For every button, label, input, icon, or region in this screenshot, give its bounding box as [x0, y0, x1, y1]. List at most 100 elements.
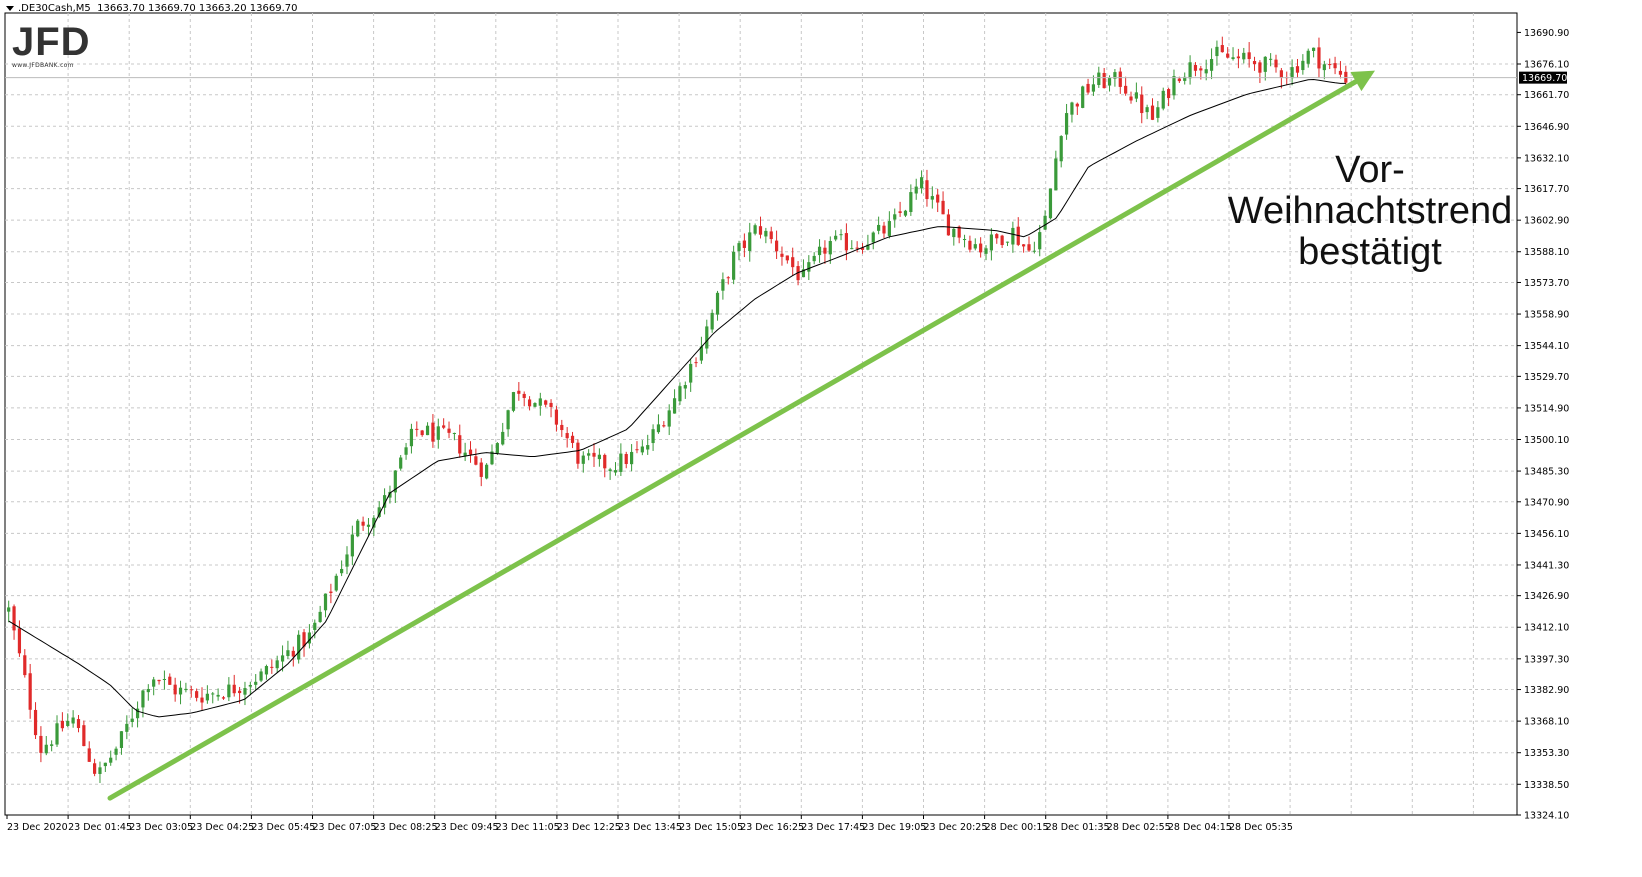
candle-body [372, 517, 376, 528]
candle-body [962, 239, 967, 241]
candle-body [554, 409, 559, 425]
chart-header[interactable]: .DE30Cash,M5 13663.70 13669.70 13663.20 … [6, 3, 298, 14]
candle-body [76, 719, 81, 729]
x-tick-label: 23 Dec 17:45 [801, 822, 865, 833]
candle-body [495, 443, 499, 453]
candle-body [699, 346, 704, 361]
candle-body [254, 681, 258, 685]
candle-body [280, 655, 285, 662]
dropdown-triangle-icon[interactable] [6, 5, 14, 11]
candle-body [409, 428, 414, 447]
candle-body [1167, 89, 1171, 99]
candle-body [973, 244, 977, 249]
candle-body [903, 210, 908, 216]
candle-body [130, 718, 134, 723]
candle-body [549, 402, 553, 407]
candle-body [329, 591, 333, 593]
candle-body [1269, 58, 1273, 60]
x-tick-label: 23 Dec 19:05 [862, 822, 926, 833]
symbol-label: .DE30Cash,M5 [18, 3, 91, 14]
current-price-badge [1519, 71, 1567, 84]
y-tick-label: 13500.10 [1524, 435, 1569, 446]
y-tick-label: 13441.30 [1524, 560, 1569, 571]
candle-body [1199, 68, 1203, 71]
candle-body [211, 693, 215, 695]
candle-body [66, 720, 70, 726]
candle-body [55, 723, 59, 745]
candle-body [425, 425, 430, 436]
candle-body [898, 211, 902, 213]
candle-body [1032, 250, 1036, 252]
candle-body [205, 693, 209, 701]
candle-body [447, 428, 451, 433]
candle-body [715, 292, 720, 315]
candle-body [28, 673, 32, 710]
candle-body [1317, 47, 1321, 69]
candle-body [1231, 57, 1235, 60]
candle-body [248, 684, 252, 687]
candle-body [23, 655, 27, 676]
candle-body [7, 607, 11, 612]
candle-body [189, 689, 193, 691]
y-tick-label: 13397.30 [1524, 654, 1569, 665]
candle-body [984, 248, 988, 254]
candle-body [705, 326, 709, 349]
candle-body [1124, 85, 1128, 94]
candle-body [635, 449, 639, 451]
candle-body [243, 688, 247, 695]
candle-body [866, 244, 870, 250]
candle-body [1091, 84, 1096, 92]
candle-body [479, 462, 483, 477]
candle-body [1102, 72, 1106, 89]
candle-body [232, 684, 236, 694]
candle-body [737, 243, 741, 252]
candle-body [812, 255, 816, 262]
y-tick-label: 13661.70 [1524, 90, 1569, 101]
candle-body [1236, 56, 1241, 59]
y-tick-label: 13338.50 [1524, 780, 1569, 791]
candle-body [887, 221, 891, 236]
candle-body [914, 186, 918, 194]
candle-body [1027, 244, 1031, 251]
candle-body [1161, 90, 1165, 109]
candle-body [871, 232, 875, 243]
candle-body [50, 744, 54, 746]
candle-body [1059, 136, 1063, 162]
y-tick-label: 13324.10 [1524, 811, 1569, 822]
candle-body [1107, 78, 1112, 86]
candle-body [721, 279, 725, 291]
candle-body [603, 454, 607, 469]
y-tick-label: 13646.90 [1524, 122, 1569, 133]
candle-body [592, 452, 596, 457]
candle-body [135, 708, 140, 719]
candle-body [597, 454, 601, 460]
candle-body [1322, 64, 1326, 71]
candle-body [1048, 188, 1053, 219]
candle-body [195, 691, 199, 698]
candle-body [817, 246, 822, 256]
x-tick-label: 23 Dec 01:45 [68, 822, 132, 833]
x-tick-label: 28 Dec 04:15 [1168, 822, 1232, 833]
candle-body [1172, 76, 1176, 96]
trend-arrow-head [1350, 70, 1375, 92]
candle-body [463, 452, 467, 457]
candle-body [361, 521, 365, 526]
annotation-line-1: Vor- [1335, 149, 1405, 191]
candle-body [640, 446, 644, 453]
y-tick-label: 13690.90 [1524, 28, 1569, 39]
candle-body [1295, 66, 1300, 73]
candle-body [613, 470, 618, 473]
candle-body [946, 214, 951, 236]
candle-body [1145, 107, 1149, 113]
candle-body [388, 491, 392, 498]
candle-body [377, 507, 381, 517]
logo-text: JFD [12, 20, 91, 64]
candle-body [1328, 64, 1332, 66]
x-tick-label: 28 Dec 01:35 [1046, 822, 1110, 833]
candle-body [544, 400, 548, 405]
x-tick-label: 28 Dec 05:35 [1229, 822, 1293, 833]
candle-body [1134, 92, 1138, 99]
candle-body [415, 428, 419, 430]
candle-body [1140, 94, 1144, 114]
